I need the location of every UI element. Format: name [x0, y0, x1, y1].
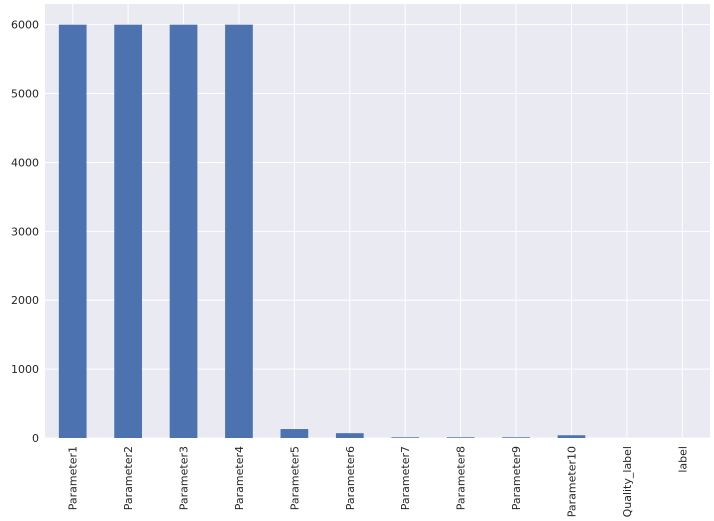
x-axis-ticks: Parameter1 Parameter2 Parameter3 Parameter4…: [67, 446, 690, 517]
bar-parameter8: [446, 437, 475, 438]
x-tick-label: Parameter5: [288, 446, 301, 510]
x-tick-label: label: [676, 446, 689, 473]
y-axis-ticks: 0 1000 2000 3000 4000 5000 6000: [11, 19, 39, 445]
y-tick-label: 3000: [11, 225, 39, 238]
bar-parameter6: [335, 433, 364, 438]
x-tick-label: Quality_label: [621, 446, 634, 517]
y-tick-label: 6000: [11, 19, 39, 32]
bars: [58, 24, 586, 439]
x-tick-label: Parameter6: [344, 446, 357, 510]
bar-parameter10: [557, 435, 586, 438]
y-tick-label: 2000: [11, 294, 39, 307]
bar-parameter1: [58, 24, 87, 439]
x-tick-label: Parameter10: [565, 446, 578, 517]
x-tick-label: Parameter2: [122, 446, 135, 510]
plot-background: [45, 4, 710, 438]
x-tick-label: Parameter8: [455, 446, 468, 510]
x-tick-label: Parameter1: [67, 446, 80, 510]
x-tick-label: Parameter4: [233, 446, 246, 510]
x-tick-label: Parameter9: [510, 446, 523, 510]
bar-parameter2: [114, 24, 142, 439]
bar-parameter9: [502, 437, 530, 438]
y-tick-label: 0: [32, 432, 39, 445]
bar-parameter5: [280, 429, 309, 438]
y-tick-label: 5000: [11, 88, 39, 101]
y-tick-label: 4000: [11, 156, 39, 169]
bar-parameter3: [169, 24, 198, 439]
x-tick-label: Parameter7: [399, 446, 412, 510]
bar-parameter4: [225, 24, 253, 439]
bar-parameter7: [391, 437, 420, 438]
y-tick-label: 1000: [11, 363, 39, 376]
x-tick-label: Parameter3: [178, 446, 191, 510]
